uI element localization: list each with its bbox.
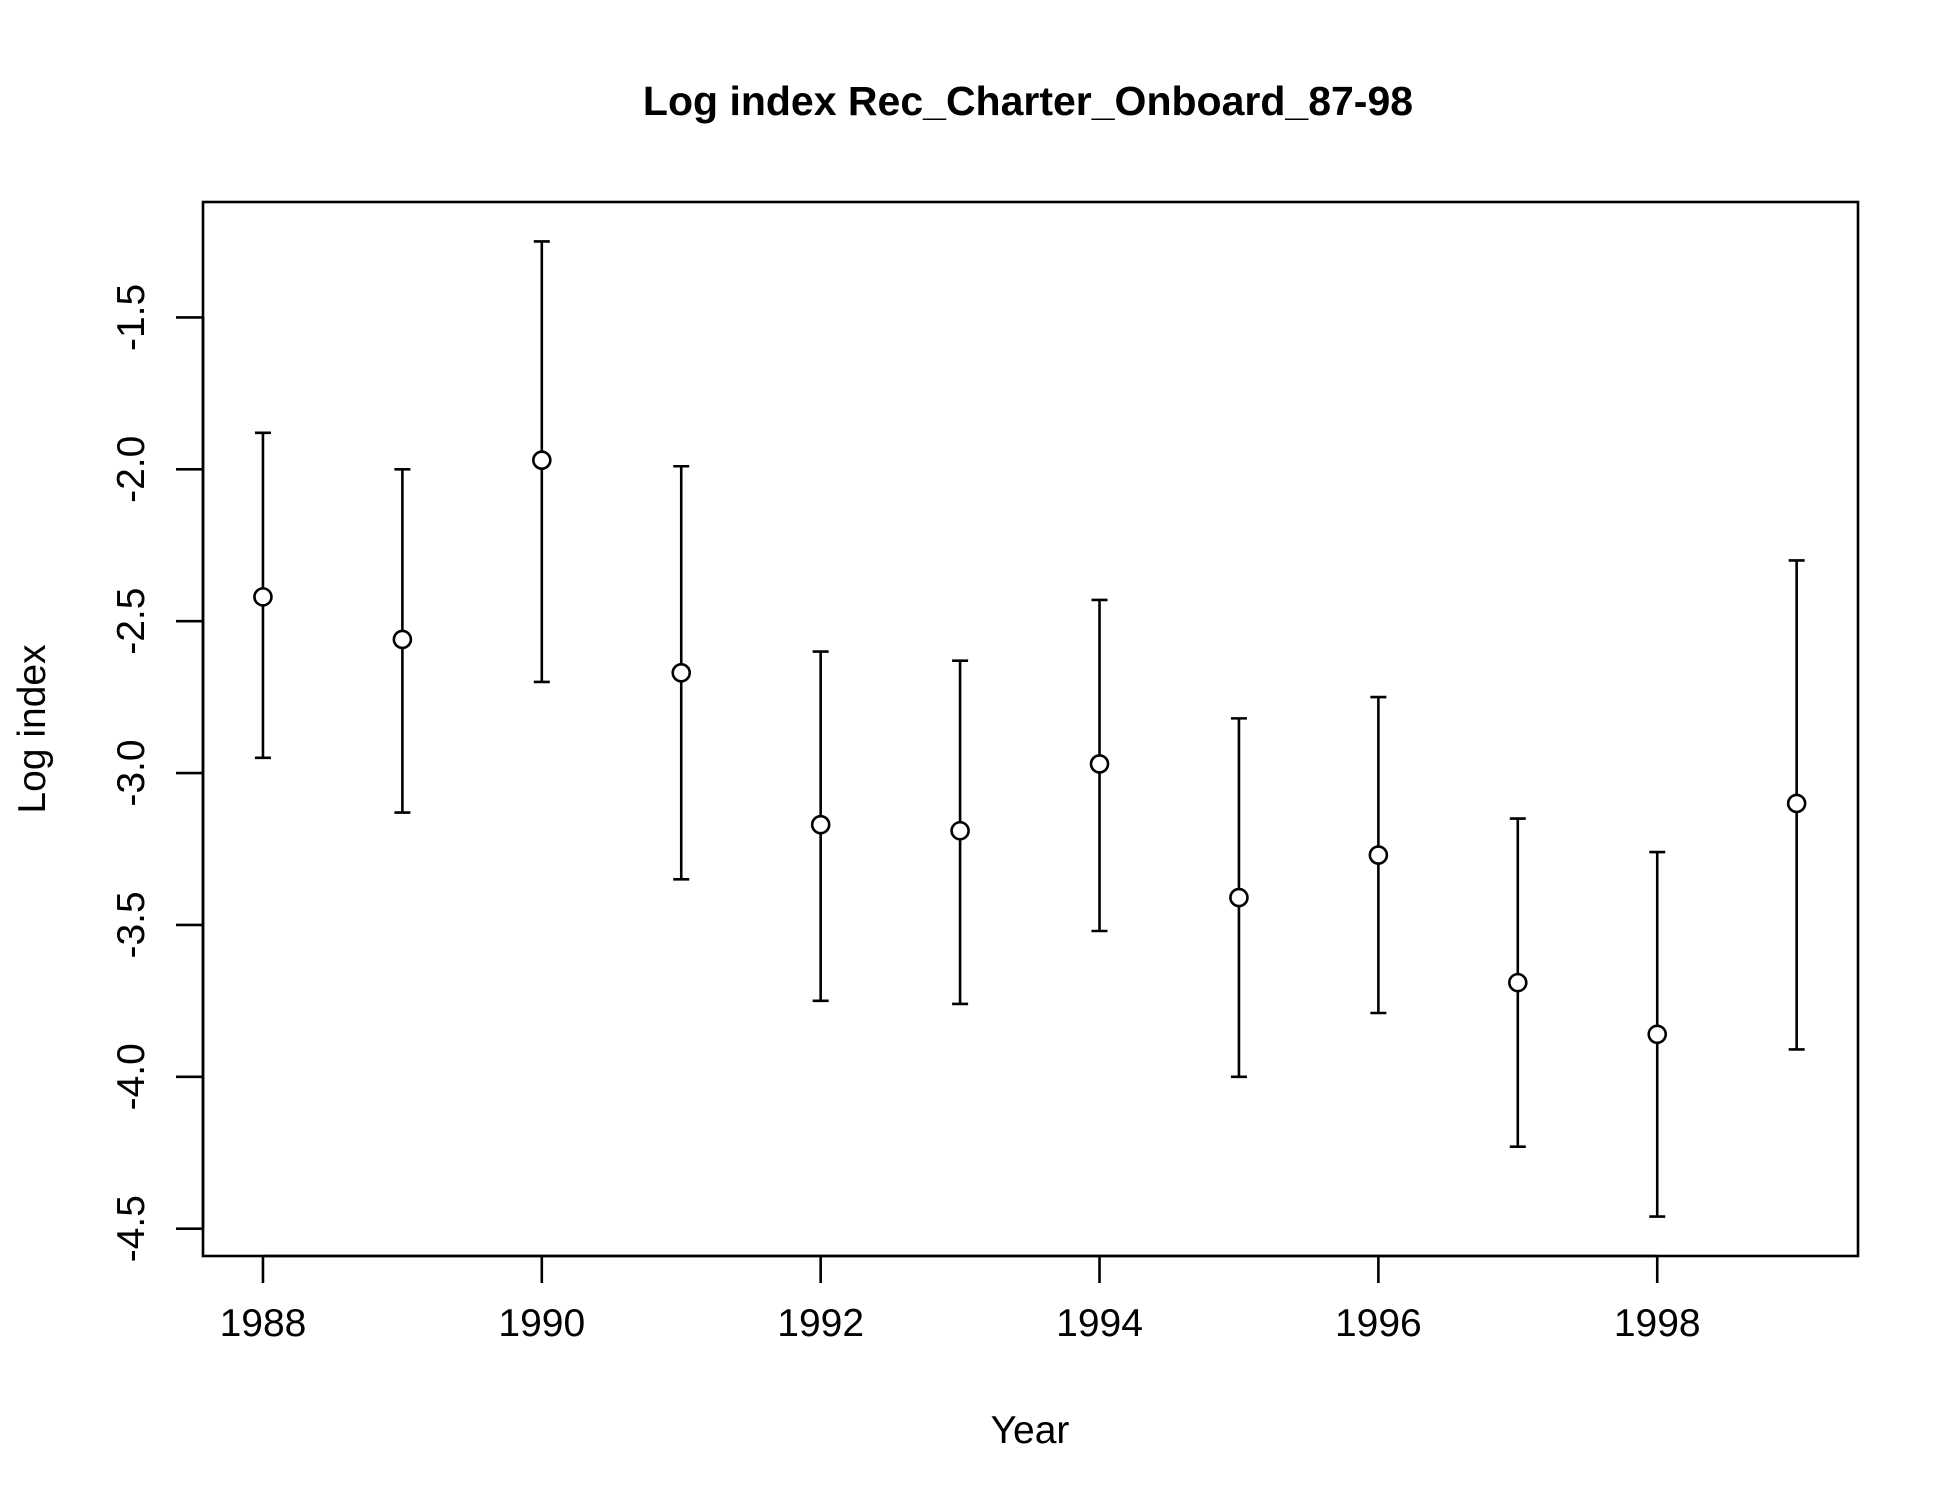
data-point — [1368, 845, 1389, 865]
y-tick-label: -2.0 — [110, 436, 153, 503]
x-tick-label: 1996 — [1335, 1302, 1422, 1345]
y-tick-label: -1.5 — [110, 284, 153, 351]
data-point — [1229, 887, 1249, 908]
x-tick-label: 1990 — [498, 1302, 585, 1345]
data-point — [1786, 793, 1807, 814]
y-axis: -4.5 -4.0 -3.5 -3.0 -2.5 -2.0 -1.5 — [110, 284, 205, 1262]
y-tick-label: -4.0 — [110, 1043, 153, 1110]
y-axis-label: Log index — [11, 644, 54, 814]
data-point — [253, 587, 273, 607]
x-tick-label: 1988 — [220, 1302, 307, 1345]
data-points — [253, 450, 1807, 1045]
plot-frame — [201, 200, 1860, 1258]
x-axis-label: Year — [991, 1409, 1070, 1452]
data-point — [532, 450, 552, 470]
data-point — [1507, 972, 1528, 993]
data-point — [1647, 1024, 1668, 1045]
data-point — [392, 629, 413, 650]
error-bars — [254, 240, 1805, 1218]
y-tick-label: -4.5 — [110, 1195, 153, 1262]
y-tick-label: -3.5 — [110, 891, 153, 958]
chart-title: Log index Rec_Charter_Onboard_87-98 — [643, 78, 1413, 124]
x-tick-label: 1994 — [1056, 1302, 1143, 1345]
data-point — [950, 820, 970, 841]
data-point — [1089, 754, 1110, 774]
x-tick-label: 1992 — [777, 1302, 864, 1345]
x-axis: 1988 1990 1992 1994 1996 1998 — [220, 1254, 1701, 1345]
y-tick-label: -3.0 — [110, 739, 153, 806]
x-tick-label: 1998 — [1614, 1302, 1701, 1345]
y-tick-label: -2.5 — [110, 588, 153, 655]
data-point — [671, 663, 692, 683]
data-point — [810, 814, 831, 835]
